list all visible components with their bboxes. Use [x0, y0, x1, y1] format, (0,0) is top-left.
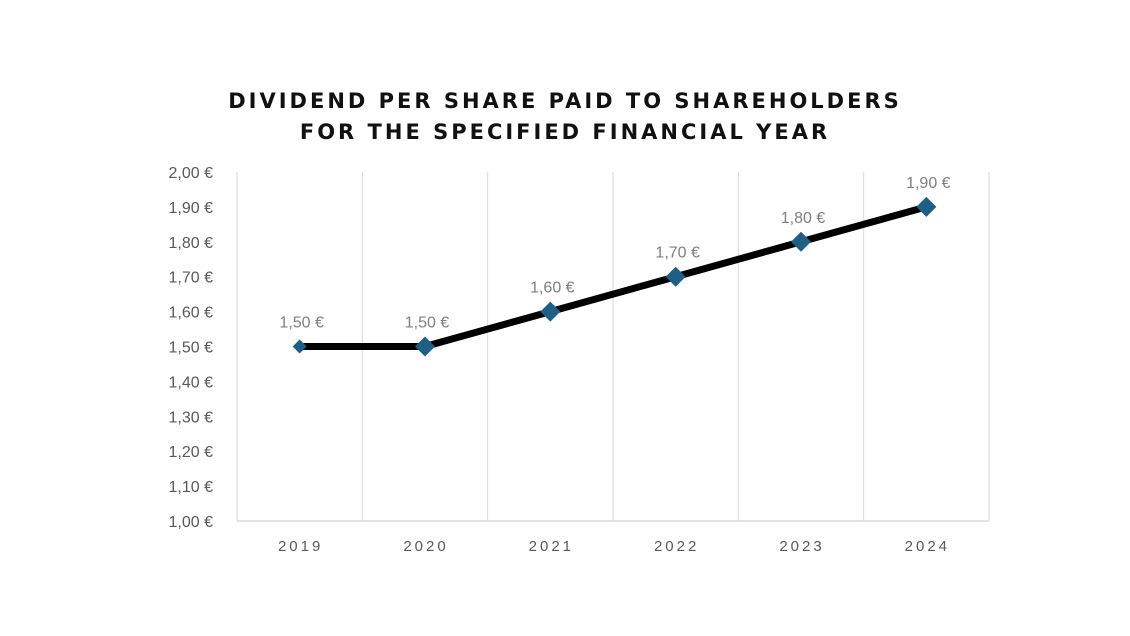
data-label: 1,60 €: [530, 280, 575, 297]
data-label: 1,50 €: [405, 315, 450, 332]
data-point-marker: [415, 336, 435, 357]
chart-title: DIVIDEND PER SHARE PAID TO SHAREHOLDERS …: [0, 86, 1130, 148]
x-tick-label: 2024: [905, 538, 950, 555]
series-layer: [299, 203, 928, 350]
data-point-marker: [665, 266, 686, 287]
x-tick-label: 2020: [403, 538, 448, 555]
y-tick-label: 1,20 €: [169, 444, 214, 461]
y-tick-label: 1,80 €: [169, 235, 214, 252]
y-tick-label: 1,90 €: [169, 200, 214, 217]
y-tick-label: 2,00 €: [169, 165, 214, 182]
chart-title-line-2: FOR THE SPECIFIED FINANCIAL YEAR: [299, 120, 831, 144]
x-tick-label: 2023: [779, 538, 824, 555]
x-tick-label: 2021: [529, 538, 574, 555]
y-tick-label: 1,00 €: [169, 514, 214, 531]
y-axis-ticks: 1,00 € 1,10 € 1,20 € 1,30 € 1,40 € 1,50 € 1,60…: [169, 165, 214, 531]
data-label-layer: 1,50 € 1,50 € 1,60 € 1,70 € 1,80 € 1,90 €: [279, 175, 950, 332]
y-tick-label: 1,60 €: [169, 305, 214, 322]
series-line: [299, 203, 928, 350]
y-tick-label: 1,50 €: [169, 340, 214, 357]
data-point-marker: [540, 301, 561, 322]
y-tick-label: 1,40 €: [169, 374, 214, 391]
x-axis-ticks: 2019 2020 2021 2022 2023 2024: [278, 538, 950, 555]
data-label: 1,80 €: [781, 210, 826, 227]
x-tick-label: 2019: [278, 538, 323, 555]
marker-layer: [292, 196, 937, 357]
grid-layer: [236, 172, 990, 521]
y-tick-label: 1,70 €: [169, 270, 214, 287]
x-tick-label: 2022: [654, 538, 699, 555]
data-label: 1,50 €: [279, 315, 324, 332]
data-point-marker: [916, 196, 937, 217]
data-label: 1,90 €: [906, 175, 951, 192]
data-point-marker: [292, 339, 307, 354]
y-tick-label: 1,10 €: [169, 479, 214, 496]
y-tick-label: 1,30 €: [169, 409, 214, 426]
data-label: 1,70 €: [655, 245, 700, 262]
chart-title-line-1: DIVIDEND PER SHARE PAID TO SHAREHOLDERS: [228, 89, 902, 113]
data-point-marker: [791, 231, 811, 252]
